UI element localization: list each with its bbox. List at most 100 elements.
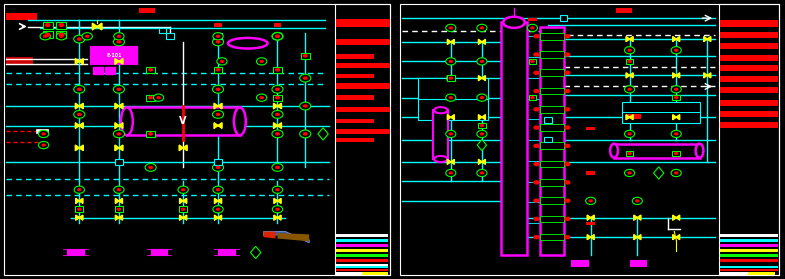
Circle shape — [82, 33, 93, 40]
Bar — [273, 23, 282, 27]
Circle shape — [145, 163, 156, 171]
Circle shape — [77, 88, 82, 91]
Circle shape — [153, 94, 164, 101]
Circle shape — [480, 132, 484, 136]
Circle shape — [116, 208, 122, 211]
Bar — [57, 31, 67, 38]
Bar — [626, 114, 641, 119]
Bar — [166, 33, 174, 39]
Polygon shape — [673, 37, 680, 42]
Bar — [721, 55, 778, 61]
Polygon shape — [75, 103, 83, 109]
Polygon shape — [477, 140, 487, 151]
Bar — [540, 88, 564, 94]
Circle shape — [530, 60, 535, 63]
Bar — [336, 272, 362, 275]
Bar — [626, 59, 633, 64]
Circle shape — [300, 74, 311, 82]
Bar — [721, 244, 778, 247]
Bar — [540, 27, 564, 255]
Bar — [721, 20, 778, 27]
Polygon shape — [75, 215, 83, 220]
Bar — [721, 122, 778, 128]
Circle shape — [533, 125, 539, 130]
Circle shape — [113, 38, 125, 46]
Bar — [721, 259, 778, 262]
Circle shape — [216, 113, 221, 116]
Polygon shape — [264, 232, 276, 239]
Bar — [721, 234, 778, 237]
Bar — [721, 266, 778, 268]
Circle shape — [216, 166, 221, 169]
Bar — [336, 95, 374, 100]
Circle shape — [114, 186, 124, 193]
Circle shape — [117, 35, 121, 38]
Bar — [335, 4, 390, 275]
Circle shape — [476, 169, 487, 177]
Circle shape — [625, 169, 634, 177]
Bar — [614, 144, 699, 158]
Bar — [540, 106, 564, 113]
Circle shape — [58, 23, 64, 27]
Circle shape — [216, 188, 221, 191]
Circle shape — [674, 171, 678, 175]
Polygon shape — [673, 215, 680, 220]
Bar — [747, 272, 775, 275]
Bar — [146, 131, 155, 137]
Circle shape — [533, 71, 539, 75]
Bar — [336, 63, 389, 68]
Bar — [528, 95, 536, 100]
Circle shape — [533, 52, 539, 57]
Polygon shape — [278, 233, 309, 241]
Bar — [719, 4, 780, 275]
Polygon shape — [633, 215, 641, 220]
Circle shape — [220, 60, 225, 63]
Circle shape — [303, 104, 308, 108]
Circle shape — [480, 96, 484, 99]
Bar — [5, 57, 33, 64]
Circle shape — [116, 132, 122, 136]
Polygon shape — [447, 115, 455, 120]
Circle shape — [215, 68, 221, 72]
Circle shape — [272, 110, 283, 118]
Bar — [336, 259, 388, 262]
Bar — [721, 111, 778, 117]
Circle shape — [272, 33, 283, 40]
Bar — [42, 31, 53, 38]
Circle shape — [40, 33, 50, 40]
Circle shape — [564, 107, 571, 112]
Bar — [586, 222, 595, 225]
Bar — [273, 67, 282, 73]
Circle shape — [533, 162, 539, 166]
Polygon shape — [214, 103, 222, 109]
Bar — [146, 95, 155, 101]
Bar — [502, 22, 527, 255]
Bar — [179, 206, 187, 212]
Bar — [273, 95, 282, 101]
Circle shape — [276, 35, 279, 38]
Polygon shape — [626, 115, 633, 120]
Circle shape — [275, 96, 280, 100]
Circle shape — [275, 132, 280, 136]
Bar — [214, 23, 222, 27]
Circle shape — [533, 217, 539, 221]
Bar — [630, 260, 646, 266]
Circle shape — [448, 96, 453, 99]
Circle shape — [213, 186, 223, 193]
Polygon shape — [115, 123, 123, 128]
Circle shape — [476, 94, 487, 101]
Bar — [115, 159, 123, 165]
Ellipse shape — [434, 156, 447, 162]
Circle shape — [533, 144, 539, 148]
Circle shape — [586, 197, 596, 205]
Ellipse shape — [234, 107, 246, 135]
Polygon shape — [673, 235, 680, 240]
Polygon shape — [75, 59, 83, 64]
Bar — [115, 206, 123, 212]
Polygon shape — [115, 145, 123, 151]
Circle shape — [275, 166, 280, 169]
Circle shape — [213, 110, 224, 118]
Circle shape — [272, 130, 283, 138]
Circle shape — [446, 94, 456, 101]
Circle shape — [74, 85, 85, 93]
